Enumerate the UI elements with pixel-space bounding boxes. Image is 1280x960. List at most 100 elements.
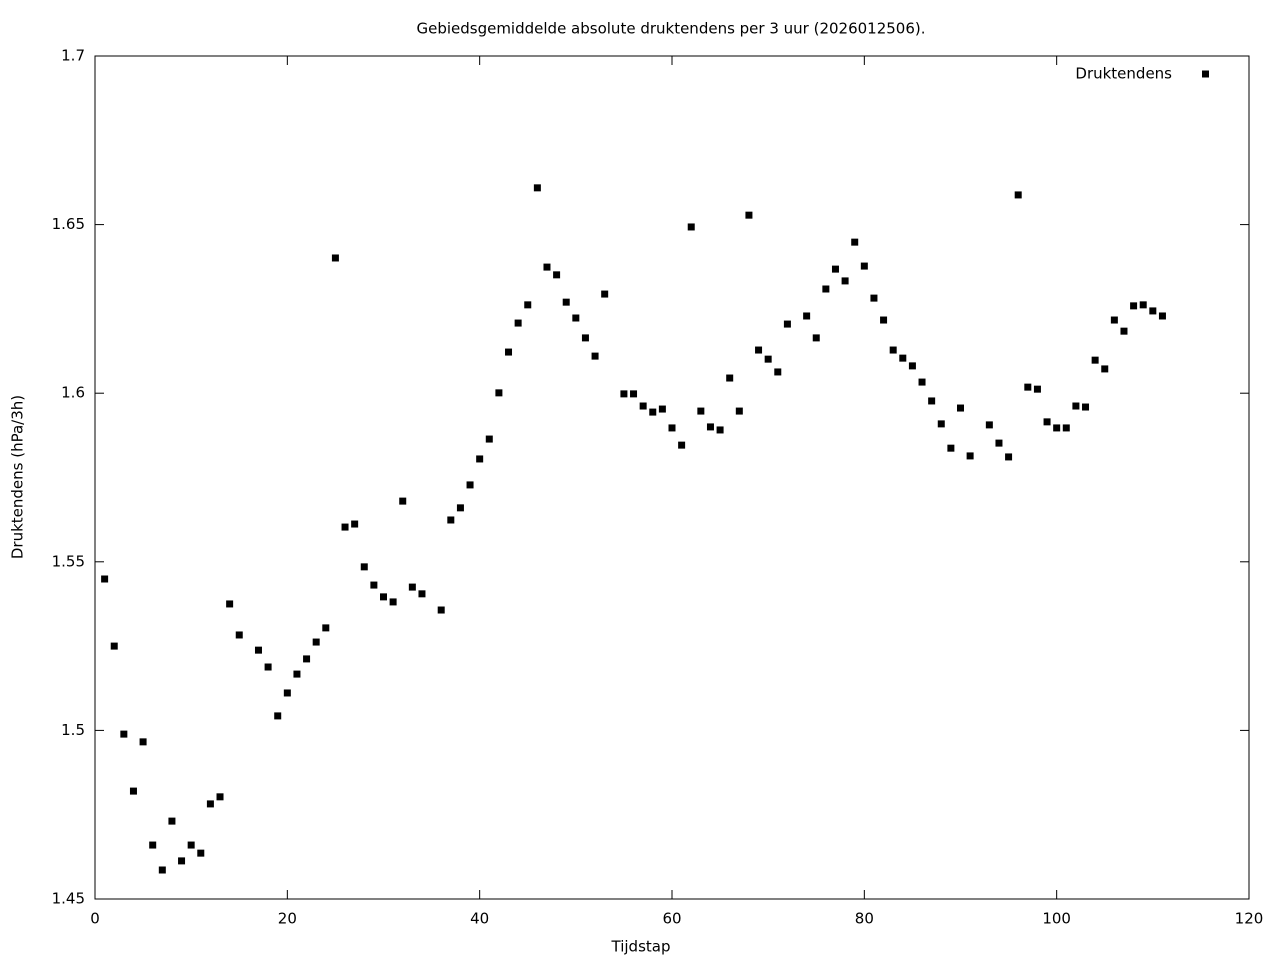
x-tick-label: 100 [1042,910,1071,928]
point [149,841,157,849]
y-tick-label: 1.55 [52,552,85,570]
point [197,849,205,857]
x-tick-label: 20 [278,910,297,928]
point [495,389,503,397]
point [254,646,262,654]
point [293,670,301,678]
y-axis-label: Druktendens (hPa/3h) [9,395,27,559]
point [303,655,311,663]
legend-marker [1202,70,1209,78]
point [678,441,686,449]
legend-label: Druktendens [1075,65,1172,83]
point [870,294,878,302]
point [687,223,695,231]
point [947,444,955,452]
x-tick-label: 40 [470,910,489,928]
point [341,523,349,531]
point [168,817,176,825]
point [957,404,964,412]
point [1072,402,1080,410]
y-tick-label: 1.65 [52,215,85,233]
point [774,368,782,376]
point [581,334,589,342]
point [755,346,763,354]
point [187,841,195,849]
point [1149,307,1157,315]
y-tick-label: 1.5 [61,721,85,739]
point [918,378,926,386]
point [1082,403,1090,411]
point [1139,301,1147,309]
point [649,408,657,416]
point [937,420,945,428]
point [274,712,282,720]
point [985,421,993,429]
point [1053,424,1061,432]
point [235,631,243,639]
point [178,857,186,865]
point [745,211,753,219]
point [399,497,407,505]
point [1130,302,1138,310]
point [206,800,214,808]
point [995,439,1003,447]
point [1101,365,1109,373]
point [380,593,387,601]
point [860,262,868,270]
point [908,362,916,370]
point [322,624,330,632]
point [312,638,320,646]
point [1062,424,1070,432]
point [812,334,820,342]
point [553,271,561,279]
point [822,285,830,293]
point [418,590,426,598]
x-tick-label: 60 [662,910,681,928]
point [620,390,628,398]
point [639,402,647,410]
x-tick-label: 0 [90,910,100,928]
point [630,390,638,398]
point [264,663,272,671]
point [716,426,724,434]
point [331,254,339,262]
point [899,354,907,362]
point [524,301,532,309]
point [120,730,128,738]
point [466,481,474,489]
point [485,435,493,443]
point [1158,312,1166,320]
point [889,346,897,354]
point [158,866,166,874]
chart-title: Gebiedsgemiddelde absolute druktendens p… [416,20,925,38]
point [1110,316,1118,324]
point [476,455,484,463]
point [389,598,397,606]
point [591,352,599,360]
point [370,581,378,589]
point [726,374,734,382]
point [841,277,849,285]
point [1024,383,1032,391]
point [562,298,570,306]
point [514,319,522,327]
point [1014,191,1022,199]
point [543,263,551,271]
point [601,290,609,298]
plot-frame [94,55,1250,900]
y-tick-label: 1.6 [61,384,85,402]
point [216,793,224,801]
point [880,316,888,324]
point [966,452,974,460]
point [1120,327,1128,335]
y-tick-label: 1.7 [61,47,85,65]
point [1043,418,1051,426]
point [668,424,676,432]
point [831,265,839,273]
point [533,184,541,192]
point [456,504,464,512]
point [129,787,137,795]
point [851,238,859,246]
